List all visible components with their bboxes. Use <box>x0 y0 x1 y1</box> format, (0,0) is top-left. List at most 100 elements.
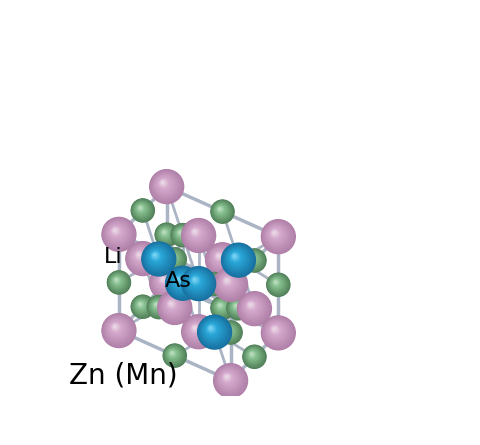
Circle shape <box>167 267 197 298</box>
Circle shape <box>215 365 245 396</box>
Circle shape <box>270 276 285 291</box>
Circle shape <box>216 365 245 395</box>
Circle shape <box>269 324 283 337</box>
Circle shape <box>239 293 269 323</box>
Circle shape <box>142 243 175 275</box>
Circle shape <box>165 297 180 313</box>
Circle shape <box>208 277 218 287</box>
Circle shape <box>174 226 190 243</box>
Circle shape <box>262 220 295 254</box>
Circle shape <box>139 206 143 210</box>
Circle shape <box>114 230 115 231</box>
Circle shape <box>161 229 168 236</box>
Circle shape <box>240 294 268 322</box>
Circle shape <box>219 273 239 292</box>
Circle shape <box>265 320 289 344</box>
Circle shape <box>192 229 199 235</box>
Circle shape <box>108 271 130 293</box>
Circle shape <box>172 272 190 290</box>
Circle shape <box>211 200 234 222</box>
Circle shape <box>171 256 173 258</box>
Circle shape <box>130 246 153 268</box>
Circle shape <box>153 253 158 258</box>
Circle shape <box>205 274 223 293</box>
Circle shape <box>153 269 178 294</box>
Circle shape <box>153 173 179 198</box>
Circle shape <box>132 199 154 221</box>
Circle shape <box>155 175 175 195</box>
Circle shape <box>221 323 238 340</box>
Circle shape <box>192 228 199 236</box>
Circle shape <box>247 253 259 265</box>
Circle shape <box>185 222 210 247</box>
Circle shape <box>135 202 148 216</box>
Circle shape <box>157 177 171 191</box>
Circle shape <box>244 251 264 270</box>
Circle shape <box>217 368 241 391</box>
Circle shape <box>273 231 276 235</box>
Circle shape <box>229 299 246 316</box>
Circle shape <box>145 246 170 270</box>
Circle shape <box>161 277 165 281</box>
Circle shape <box>248 350 258 360</box>
Circle shape <box>105 317 131 343</box>
Circle shape <box>159 227 172 240</box>
Circle shape <box>135 251 145 261</box>
Circle shape <box>218 303 222 307</box>
Circle shape <box>249 351 256 358</box>
Circle shape <box>267 225 286 244</box>
Circle shape <box>161 294 186 319</box>
Circle shape <box>152 172 180 200</box>
Circle shape <box>132 247 151 267</box>
Circle shape <box>231 300 244 314</box>
Circle shape <box>214 203 229 218</box>
Circle shape <box>206 275 221 291</box>
Circle shape <box>171 352 174 355</box>
Circle shape <box>235 305 237 306</box>
Circle shape <box>136 203 147 215</box>
Circle shape <box>264 318 292 346</box>
Circle shape <box>163 231 166 234</box>
Circle shape <box>207 276 220 289</box>
Circle shape <box>132 296 154 317</box>
Circle shape <box>208 245 236 273</box>
Circle shape <box>153 301 161 310</box>
Circle shape <box>153 269 179 295</box>
Circle shape <box>158 227 173 241</box>
Circle shape <box>265 320 289 344</box>
Circle shape <box>216 270 243 297</box>
Circle shape <box>204 321 222 339</box>
Circle shape <box>225 375 228 379</box>
Circle shape <box>187 320 207 340</box>
Circle shape <box>213 202 230 219</box>
Circle shape <box>154 254 156 256</box>
Circle shape <box>110 274 126 289</box>
Circle shape <box>270 229 280 239</box>
Circle shape <box>194 327 195 328</box>
Circle shape <box>189 225 204 241</box>
Circle shape <box>206 323 218 336</box>
Circle shape <box>146 247 168 268</box>
Circle shape <box>223 325 235 337</box>
Circle shape <box>164 249 185 270</box>
Circle shape <box>168 349 178 359</box>
Circle shape <box>147 296 170 318</box>
Circle shape <box>162 295 185 317</box>
Circle shape <box>269 227 283 242</box>
Circle shape <box>242 296 264 318</box>
Circle shape <box>167 299 177 310</box>
Circle shape <box>271 277 284 290</box>
Circle shape <box>150 298 166 314</box>
Circle shape <box>159 291 190 323</box>
Circle shape <box>160 276 167 283</box>
Circle shape <box>131 295 155 318</box>
Circle shape <box>226 376 228 378</box>
Circle shape <box>188 273 206 291</box>
Circle shape <box>167 348 180 360</box>
Circle shape <box>169 350 176 356</box>
Circle shape <box>202 319 225 343</box>
Circle shape <box>213 202 231 220</box>
Circle shape <box>226 376 227 377</box>
Circle shape <box>264 319 291 346</box>
Circle shape <box>216 366 243 393</box>
